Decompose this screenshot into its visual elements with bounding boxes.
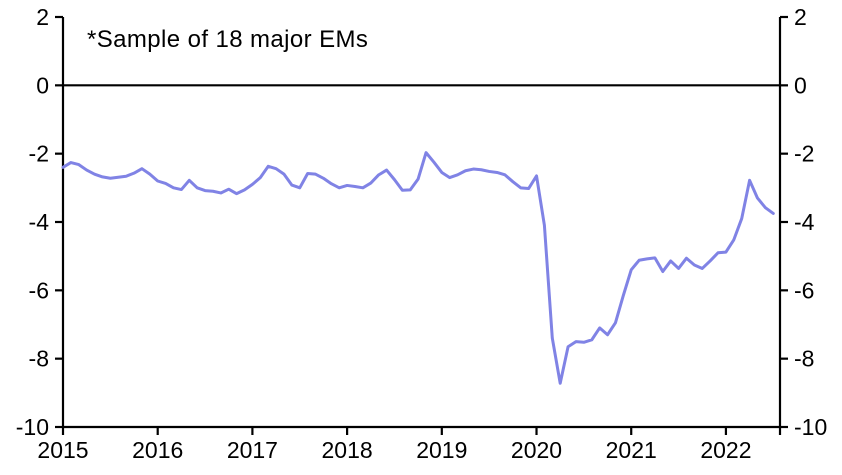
- y-axis-label-left: 2: [36, 4, 49, 30]
- x-axis-label: 2022: [700, 437, 751, 463]
- y-axis-label-left: 0: [36, 72, 49, 98]
- y-axis-label-left: -8: [29, 346, 49, 372]
- x-axis-label: 2019: [416, 437, 467, 463]
- y-axis-label-right: 2: [794, 4, 807, 30]
- x-axis-label: 2020: [511, 437, 562, 463]
- y-axis-label-right: -4: [794, 209, 815, 235]
- y-axis-label-right: -10: [794, 414, 827, 440]
- y-axis-label-right: -8: [794, 346, 814, 372]
- y-axis-label-right: -6: [794, 277, 814, 303]
- y-axis-label-right: -2: [794, 141, 814, 167]
- x-axis-label: 2016: [132, 437, 183, 463]
- y-axis-label-left: -10: [16, 414, 49, 440]
- x-axis-label: 2017: [227, 437, 278, 463]
- y-axis-label-left: -4: [29, 209, 50, 235]
- y-axis-label-right: 0: [794, 72, 807, 98]
- y-axis-label-left: -6: [29, 277, 49, 303]
- x-axis-label: 2015: [37, 437, 88, 463]
- x-axis-label: 2021: [606, 437, 657, 463]
- x-axis-label: 2018: [322, 437, 373, 463]
- annotation-sample-note: *Sample of 18 major EMs: [87, 26, 369, 53]
- data-line: [61, 151, 775, 385]
- y-axis-label-left: -2: [29, 141, 49, 167]
